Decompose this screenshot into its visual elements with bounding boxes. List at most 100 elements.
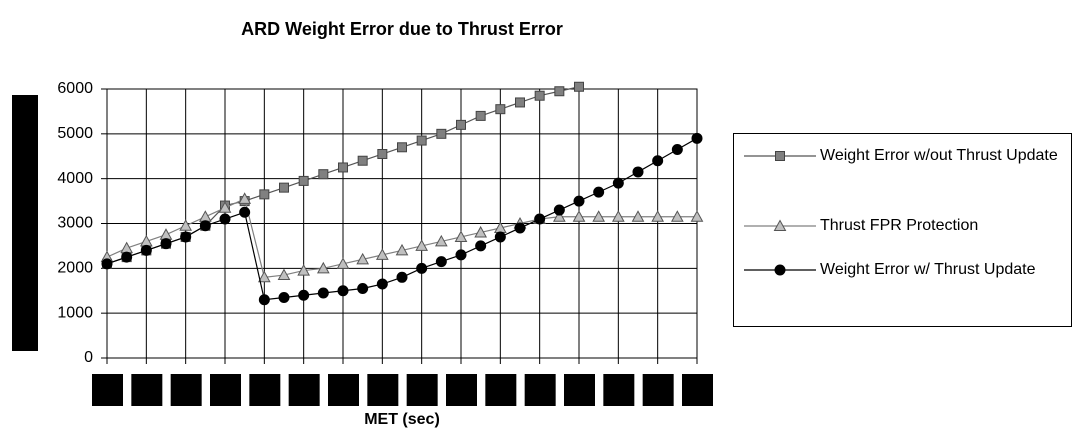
- y-tick-label: 6000: [57, 80, 93, 97]
- marker-triangle: [773, 219, 787, 231]
- y-tick-label: 5000: [57, 125, 93, 142]
- marker-square: [554, 86, 565, 97]
- marker-circle: [632, 166, 644, 178]
- x-axis-label: MET (sec): [364, 411, 440, 428]
- marker-circle: [494, 231, 506, 243]
- marker-square: [338, 162, 348, 173]
- marker-circle: [160, 238, 172, 250]
- redacted-x-tick-label: [328, 374, 359, 406]
- marker-triangle: [257, 270, 271, 283]
- marker-square: [259, 189, 270, 200]
- marker-triangle: [238, 192, 252, 204]
- marker-square: [475, 110, 486, 121]
- marker-circle: [435, 256, 447, 268]
- plot-border: [106, 88, 698, 359]
- marker-circle: [534, 213, 546, 225]
- marker-circle: [298, 289, 310, 301]
- marker-circle: [475, 240, 487, 252]
- marker-circle: [416, 262, 428, 274]
- marker-circle: [514, 222, 526, 234]
- redacted-x-tick-label: [642, 374, 674, 406]
- marker-triangle: [356, 252, 370, 265]
- redacted-x-tick-label: [485, 374, 517, 406]
- marker-square: [279, 182, 289, 193]
- marker-circle: [573, 195, 585, 207]
- marker-circle: [376, 278, 388, 290]
- y-tick-label: 1000: [57, 304, 93, 321]
- legend-label: Weight Error w/out Thrust Update: [820, 147, 1058, 164]
- legend-label: Thrust FPR Protection: [820, 217, 979, 234]
- marker-circle: [199, 220, 211, 232]
- marker-triangle: [690, 210, 704, 222]
- y-tick-label: 4000: [57, 170, 93, 187]
- marker-square: [574, 81, 584, 92]
- marker-triangle: [375, 248, 389, 260]
- marker-triangle: [316, 261, 330, 274]
- marker-circle: [317, 287, 329, 299]
- marker-triangle: [218, 201, 232, 213]
- marker-circle: [258, 294, 270, 306]
- marker-circle: [774, 264, 786, 276]
- marker-square: [357, 155, 368, 166]
- redacted-x-tick-label: [249, 374, 281, 406]
- marker-circle: [455, 249, 467, 261]
- legend-label: Weight Error w/ Thrust Update: [820, 261, 1036, 278]
- marker-square: [495, 104, 506, 115]
- redacted-x-tick-label: [603, 374, 635, 406]
- marker-triangle: [670, 210, 684, 222]
- marker-square: [534, 90, 545, 101]
- redacted-x-tick-label: [210, 374, 241, 406]
- legend-entry: Thrust FPR Protection: [744, 214, 1070, 238]
- redacted-x-tick-label: [564, 374, 595, 406]
- marker-square: [456, 119, 466, 130]
- redacted-x-tick-label: [524, 374, 556, 406]
- marker-triangle: [454, 230, 468, 242]
- marker-square: [318, 169, 329, 180]
- redacted-x-tick-label: [406, 374, 438, 406]
- legend-swatch: [744, 264, 816, 276]
- marker-circle: [121, 251, 133, 263]
- redacted-y-label: [12, 95, 38, 351]
- chart-title: ARD Weight Error due to Thrust Error: [241, 19, 563, 39]
- marker-circle: [671, 144, 683, 156]
- marker-circle: [396, 271, 408, 283]
- marker-circle: [652, 155, 664, 167]
- marker-circle: [180, 231, 192, 243]
- marker-circle: [239, 206, 251, 218]
- marker-circle: [219, 213, 231, 225]
- marker-triangle: [415, 239, 429, 251]
- legend-swatch: [744, 151, 816, 161]
- redacted-x-tick-label: [367, 374, 399, 406]
- marker-triangle: [120, 241, 134, 254]
- y-tick-label: 0: [84, 349, 93, 366]
- marker-triangle: [592, 210, 606, 222]
- marker-circle: [337, 285, 349, 297]
- marker-circle: [357, 283, 369, 295]
- legend-entry: Weight Error w/ Thrust Update: [744, 258, 1070, 282]
- marker-circle: [691, 132, 703, 144]
- legend: Weight Error w/out Thrust Update Thrust F…: [733, 133, 1072, 327]
- redacted-x-tick-label: [92, 374, 123, 406]
- marker-triangle: [336, 257, 350, 269]
- marker-square: [775, 151, 785, 161]
- marker-triangle: [572, 210, 586, 222]
- marker-triangle: [651, 210, 665, 222]
- marker-square: [298, 175, 309, 186]
- marker-circle: [140, 244, 152, 256]
- redacted-x-tick-label: [446, 374, 477, 406]
- marker-square: [377, 149, 388, 160]
- marker-triangle: [179, 219, 193, 231]
- y-tick-label: 2000: [57, 260, 93, 277]
- marker-triangle: [611, 210, 625, 222]
- series-line: [106, 197, 697, 278]
- redacted-x-tick-label: [288, 374, 320, 406]
- marker-triangle: [198, 210, 212, 222]
- marker-triangle: [159, 228, 173, 240]
- redacted-x-tick-label: [682, 374, 713, 406]
- marker-triangle: [297, 264, 311, 276]
- marker-triangle: [277, 268, 291, 281]
- marker-square: [515, 97, 525, 108]
- legend-swatch: [744, 219, 816, 231]
